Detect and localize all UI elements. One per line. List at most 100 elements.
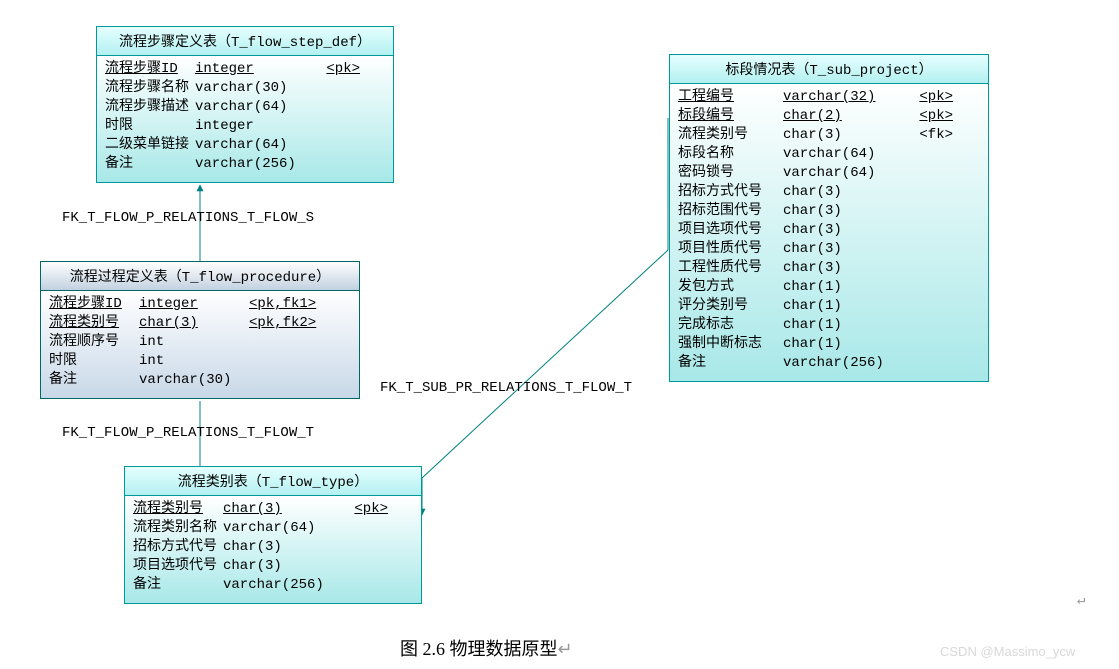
- col-key: [249, 352, 304, 371]
- col-key: [903, 259, 953, 278]
- col-name: 流程步骤ID: [105, 60, 195, 79]
- table-row: 完成标志char(1): [678, 316, 980, 335]
- table-row: 流程步骤IDinteger<pk>: [105, 60, 385, 79]
- col-type: char(1): [783, 297, 903, 316]
- col-key: <pk,fk2>: [249, 314, 304, 333]
- col-key: [903, 221, 953, 240]
- col-key: [249, 333, 304, 352]
- col-type: char(3): [783, 183, 903, 202]
- table-row: 流程步骤描述varchar(64): [105, 98, 385, 117]
- col-key: [305, 136, 360, 155]
- col-type: int: [139, 352, 249, 371]
- col-name: 标段名称: [678, 145, 783, 164]
- col-name: 招标方式代号: [133, 538, 223, 557]
- table-title: 流程过程定义表（T_flow_procedure）: [41, 262, 359, 291]
- col-type: char(1): [783, 335, 903, 354]
- col-name: 时限: [49, 352, 139, 371]
- col-name: 流程顺序号: [49, 333, 139, 352]
- col-name: 密码锁号: [678, 164, 783, 183]
- table-body: 流程步骤IDinteger<pk,fk1>流程类别号char(3)<pk,fk2…: [41, 291, 359, 398]
- col-name: 备注: [678, 354, 783, 373]
- table-body: 流程步骤IDinteger<pk>流程步骤名称varchar(30)流程步骤描述…: [97, 56, 393, 182]
- fk-label-3: FK_T_SUB_PR_RELATIONS_T_FLOW_T: [380, 380, 632, 396]
- table-row: 流程类别号char(3)<pk,fk2>: [49, 314, 351, 333]
- col-name: 备注: [49, 371, 139, 390]
- table-row: 流程类别号char(3)<pk>: [133, 500, 413, 519]
- col-key: [903, 183, 953, 202]
- col-type: integer: [139, 295, 249, 314]
- col-type: char(3): [139, 314, 249, 333]
- col-key: [305, 98, 360, 117]
- watermark: CSDN @Massimo_ycw: [940, 644, 1075, 659]
- col-key: <pk,fk1>: [249, 295, 304, 314]
- table-flow_step_def: 流程步骤定义表（T_flow_step_def）流程步骤IDinteger<pk…: [96, 26, 394, 183]
- col-type: varchar(32): [783, 88, 903, 107]
- col-key: [903, 316, 953, 335]
- col-type: char(3): [223, 538, 333, 557]
- col-name: 流程步骤描述: [105, 98, 195, 117]
- col-type: char(3): [783, 259, 903, 278]
- col-name: 招标范围代号: [678, 202, 783, 221]
- table-row: 发包方式char(1): [678, 278, 980, 297]
- col-type: char(1): [783, 278, 903, 297]
- fk-label-2: FK_T_FLOW_P_RELATIONS_T_FLOW_T: [62, 425, 314, 441]
- table-flow_type: 流程类别表（T_flow_type）流程类别号char(3)<pk>流程类别名称…: [124, 466, 422, 604]
- col-name: 流程类别号: [133, 500, 223, 519]
- table-body: 工程编号varchar(32)<pk>标段编号char(2)<pk>流程类别号c…: [670, 84, 988, 381]
- col-type: int: [139, 333, 249, 352]
- col-name: 流程类别号: [49, 314, 139, 333]
- col-key: [305, 155, 360, 174]
- table-sub_project: 标段情况表（T_sub_project）工程编号varchar(32)<pk>标…: [669, 54, 989, 382]
- table-row: 备注varchar(256): [133, 576, 413, 595]
- col-key: [903, 278, 953, 297]
- col-key: [333, 519, 388, 538]
- col-name: 评分类别号: [678, 297, 783, 316]
- table-title: 流程类别表（T_flow_type）: [125, 467, 421, 496]
- col-type: varchar(64): [195, 98, 305, 117]
- table-title: 标段情况表（T_sub_project）: [670, 55, 988, 84]
- col-name: 备注: [133, 576, 223, 595]
- col-type: varchar(30): [139, 371, 249, 390]
- col-type: char(1): [783, 316, 903, 335]
- col-type: char(3): [223, 500, 333, 519]
- table-flow_procedure: 流程过程定义表（T_flow_procedure）流程步骤IDinteger<p…: [40, 261, 360, 399]
- col-key: <pk>: [903, 107, 953, 126]
- col-name: 标段编号: [678, 107, 783, 126]
- table-row: 流程步骤名称varchar(30): [105, 79, 385, 98]
- col-name: 招标方式代号: [678, 183, 783, 202]
- col-name: 流程类别名称: [133, 519, 223, 538]
- col-name: 发包方式: [678, 278, 783, 297]
- table-row: 备注varchar(256): [678, 354, 980, 373]
- fk-label-1: FK_T_FLOW_P_RELATIONS_T_FLOW_S: [62, 210, 314, 226]
- table-row: 项目性质代号char(3): [678, 240, 980, 259]
- table-row: 标段编号char(2)<pk>: [678, 107, 980, 126]
- table-row: 招标方式代号char(3): [678, 183, 980, 202]
- col-type: varchar(256): [783, 354, 903, 373]
- col-key: [903, 335, 953, 354]
- col-name: 时限: [105, 117, 195, 136]
- col-name: 流程类别号: [678, 126, 783, 145]
- table-title: 流程步骤定义表（T_flow_step_def）: [97, 27, 393, 56]
- col-name: 项目选项代号: [133, 557, 223, 576]
- table-row: 流程步骤IDinteger<pk,fk1>: [49, 295, 351, 314]
- col-type: char(3): [783, 126, 903, 145]
- col-key: [305, 79, 360, 98]
- table-body: 流程类别号char(3)<pk>流程类别名称varchar(64)招标方式代号c…: [125, 496, 421, 603]
- col-type: char(3): [783, 240, 903, 259]
- col-type: char(3): [223, 557, 333, 576]
- col-name: 流程步骤名称: [105, 79, 195, 98]
- col-key: [333, 576, 388, 595]
- table-row: 强制中断标志char(1): [678, 335, 980, 354]
- col-type: varchar(256): [223, 576, 333, 595]
- table-row: 评分类别号char(1): [678, 297, 980, 316]
- col-type: varchar(64): [783, 164, 903, 183]
- col-type: varchar(256): [195, 155, 305, 174]
- col-name: 备注: [105, 155, 195, 174]
- col-key: <pk>: [305, 60, 360, 79]
- table-row: 标段名称varchar(64): [678, 145, 980, 164]
- col-type: char(2): [783, 107, 903, 126]
- col-name: 强制中断标志: [678, 335, 783, 354]
- col-key: [305, 117, 360, 136]
- table-row: 工程性质代号char(3): [678, 259, 980, 278]
- table-row: 工程编号varchar(32)<pk>: [678, 88, 980, 107]
